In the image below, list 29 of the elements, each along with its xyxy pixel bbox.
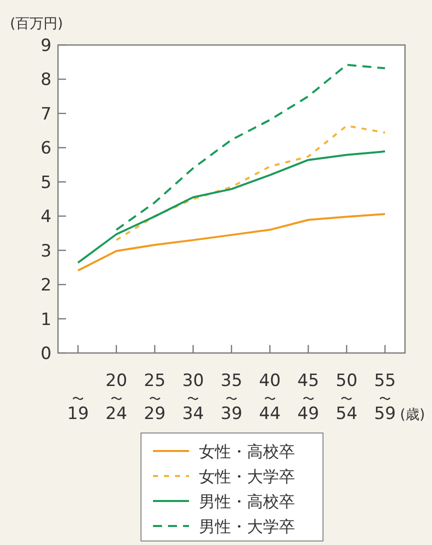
line-series: [77, 213, 386, 272]
x-tick-label: 35〜39: [220, 371, 242, 424]
y-tick-label: 4: [40, 207, 52, 228]
y-tick-label: 2: [40, 276, 52, 296]
x-tick-label: 40〜44: [259, 371, 281, 424]
y-axis-title: (百万円): [10, 16, 63, 32]
legend-label: 男性・大学卒: [199, 517, 295, 536]
y-tick-label: 6: [40, 138, 52, 159]
x-tick-label: 45〜49: [297, 371, 320, 424]
x-tick-label: 50〜54: [336, 371, 358, 424]
y-tick-label: 7: [40, 104, 52, 124]
line-series: [115, 124, 386, 242]
legend-label: 女性・大学卒: [199, 467, 295, 486]
x-tick-label: 〜19: [67, 392, 89, 424]
y-tick-label: 9: [40, 36, 52, 56]
legend-label: 男性・高校卒: [199, 492, 295, 511]
x-axis-title: (歳): [400, 407, 425, 423]
x-tick-label: 55〜59: [374, 371, 396, 424]
y-tick-label: 1: [40, 310, 52, 330]
y-tick-label: 0: [40, 344, 52, 364]
line-series: [77, 150, 386, 264]
x-tick-label: 30〜34: [182, 371, 204, 424]
x-tick-label: 25〜29: [144, 371, 166, 424]
legend-label: 女性・高校卒: [199, 442, 295, 461]
line-series: [115, 64, 386, 231]
y-tick-label: 5: [40, 172, 52, 193]
y-tick-label: 3: [40, 241, 52, 262]
x-tick-label: 20〜24: [106, 371, 128, 424]
y-tick-label: 8: [40, 70, 52, 90]
